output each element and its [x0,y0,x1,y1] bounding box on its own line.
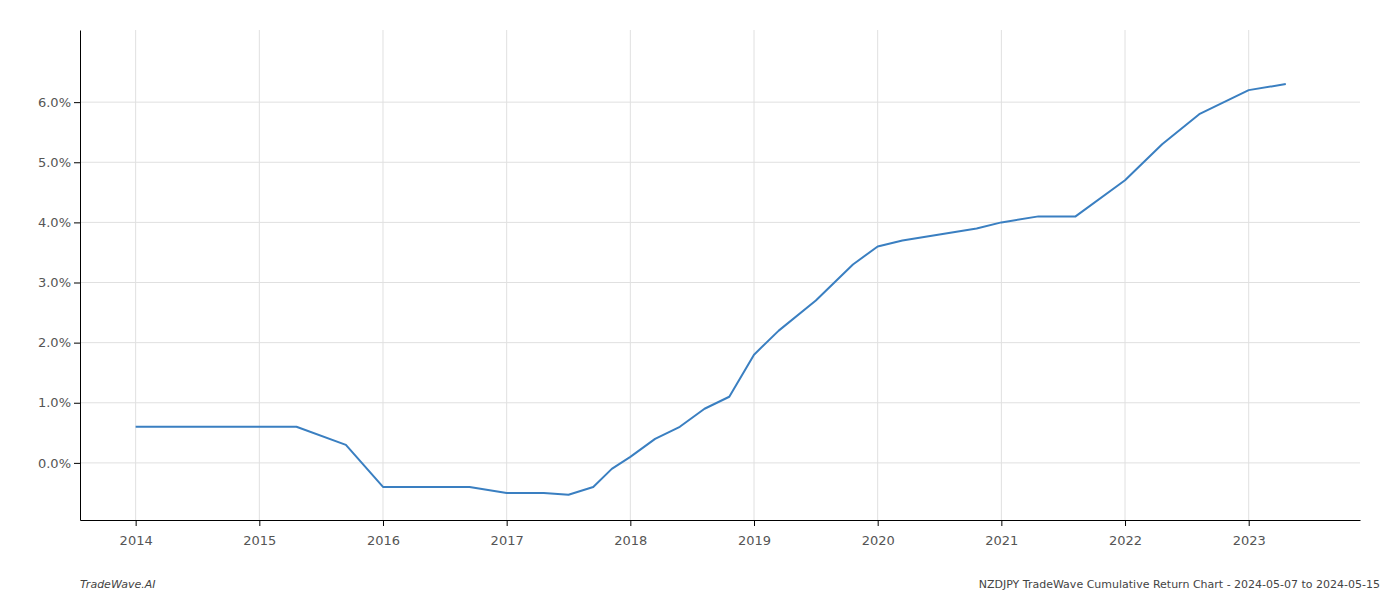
line [136,84,1286,495]
y-tick: 4.0% [38,215,80,230]
y-tick-mark [74,102,80,103]
x-grid-line [259,30,260,520]
x-tick-mark [754,520,755,526]
y-tick-mark [74,463,80,464]
marks [136,84,1286,495]
x-axis-line [81,520,1361,521]
x-tick-label: 2017 [491,533,524,548]
x-grid-line [1125,30,1126,520]
y-tick-mark [74,343,80,344]
y-tick-label: 6.0% [38,95,71,110]
x-tick: 2016 [367,520,400,548]
y-tick-mark [74,403,80,404]
y-grid-line [80,222,1360,223]
y-tick: 3.0% [38,275,80,290]
x-grid-line [135,30,136,520]
grid [80,30,1360,520]
y-tick: 6.0% [38,95,80,110]
y-axis-line [80,31,81,521]
x-tick-label: 2016 [367,533,400,548]
x-tick-mark [136,520,137,526]
y-tick: 2.0% [38,335,80,350]
x-tick-mark [1249,520,1250,526]
y-tick-mark [74,222,80,223]
x-tick: 2020 [862,520,895,548]
x-tick-mark [1125,520,1126,526]
x-grid-line [506,30,507,520]
x-tick-label: 2018 [614,533,647,548]
x-tick: 2019 [738,520,771,548]
y-tick: 0.0% [38,456,80,471]
footer-right: NZDJPY TradeWave Cumulative Return Chart… [979,578,1380,591]
x-grid-line [382,30,383,520]
y-tick-label: 2.0% [38,335,71,350]
x-tick: 2014 [120,520,153,548]
x-tick: 2018 [614,520,647,548]
x-tick-mark [1001,520,1002,526]
x-tick: 2015 [243,520,276,548]
y-tick-mark [74,162,80,163]
y-tick-label: 1.0% [38,395,71,410]
y-tick-label: 4.0% [38,215,71,230]
y-axis: 0.0% 1.0% 2.0% 3.0% 4.0% 5.0% 6.0% [38,31,81,521]
chart: 2014 2015 2016 2017 2018 2019 2020 2021 2022 2023… [0,0,1400,600]
x-tick-mark [383,520,384,526]
x-tick-label: 2019 [738,533,771,548]
y-tick-label: 5.0% [38,155,71,170]
y-tick: 5.0% [38,155,80,170]
x-tick: 2017 [491,520,524,548]
y-grid-line [80,342,1360,343]
x-grid-line [1001,30,1002,520]
y-tick-label: 3.0% [38,275,71,290]
x-tick: 2022 [1109,520,1142,548]
y-tick-label: 0.0% [38,456,71,471]
x-axis: 2014 2015 2016 2017 2018 2019 2020 2021 2022 2023 [81,520,1361,548]
x-tick-label: 2020 [862,533,895,548]
x-tick: 2023 [1233,520,1266,548]
y-grid-line [80,282,1360,283]
x-tick-mark [507,520,508,526]
x-tick-mark [878,520,879,526]
y-tick-mark [74,283,80,284]
x-tick-label: 2015 [243,533,276,548]
x-tick-label: 2022 [1109,533,1142,548]
x-tick-label: 2023 [1233,533,1266,548]
x-grid-line [877,30,878,520]
x-grid-line [630,30,631,520]
x-tick: 2021 [985,520,1018,548]
x-grid-line [754,30,755,520]
footer-left: TradeWave.AI [80,578,155,591]
x-tick-mark [259,520,260,526]
x-tick-mark [630,520,631,526]
x-grid-line [1248,30,1249,520]
plot-area: 2014 2015 2016 2017 2018 2019 2020 2021 2022 2023… [38,30,1361,548]
y-grid-line [80,102,1360,103]
x-tick-label: 2021 [985,533,1018,548]
y-grid-line [80,402,1360,403]
y-grid-line [80,162,1360,163]
y-tick: 1.0% [38,395,80,410]
x-tick-label: 2014 [120,533,153,548]
y-grid-line [80,462,1360,463]
